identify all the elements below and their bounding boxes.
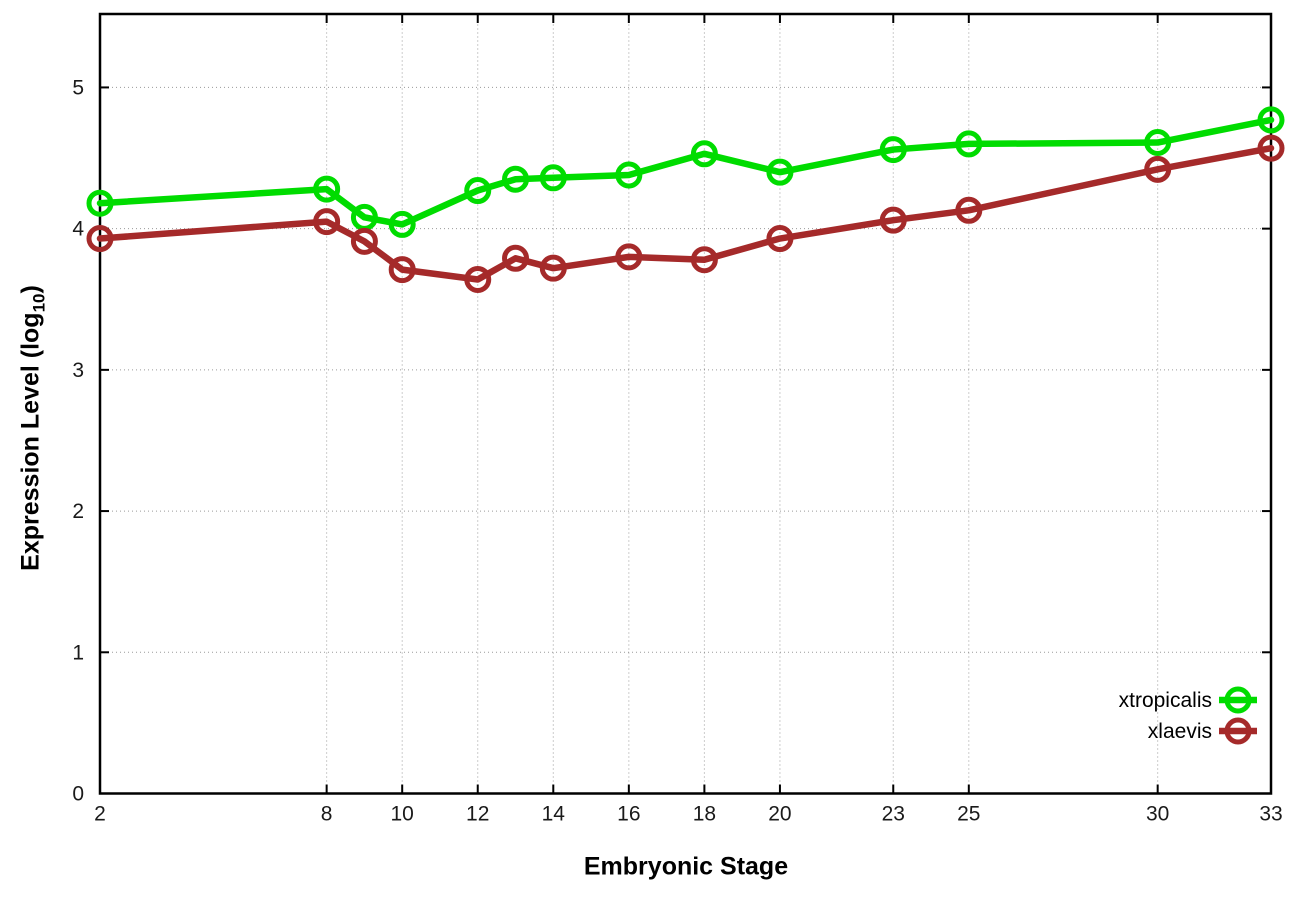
data-point-xlaevis bbox=[955, 196, 983, 224]
data-point-xtropicalis bbox=[879, 136, 907, 164]
data-point-xlaevis bbox=[1144, 155, 1172, 183]
x-tick-label: 30 bbox=[1146, 803, 1169, 826]
data-point-xtropicalis bbox=[539, 164, 567, 192]
data-point-xtropicalis bbox=[615, 161, 643, 189]
data-point-xlaevis bbox=[879, 206, 907, 234]
legend-marker-xtropicalis bbox=[1224, 686, 1252, 714]
y-tick-label: 5 bbox=[72, 76, 84, 99]
data-point-xtropicalis bbox=[502, 165, 530, 193]
y-tick-label: 3 bbox=[72, 359, 84, 382]
data-point-xlaevis bbox=[690, 246, 718, 274]
x-tick-label: 23 bbox=[882, 803, 905, 826]
data-point-xtropicalis bbox=[313, 175, 341, 203]
data-point-xtropicalis bbox=[1257, 106, 1285, 134]
y-tick-label: 1 bbox=[72, 641, 84, 664]
series-line-xtropicalis bbox=[96, 116, 1275, 228]
data-point-xtropicalis bbox=[388, 210, 416, 238]
legend-label-xtropicalis: xtropicalis bbox=[1119, 689, 1212, 712]
y-tick-label: 4 bbox=[72, 218, 84, 241]
data-point-xlaevis bbox=[388, 256, 416, 284]
x-tick-label: 8 bbox=[321, 803, 333, 826]
data-point-xlaevis bbox=[86, 225, 114, 253]
data-point-xlaevis bbox=[313, 208, 341, 236]
data-point-xlaevis bbox=[539, 254, 567, 282]
data-point-xtropicalis bbox=[766, 158, 794, 186]
data-point-xtropicalis bbox=[690, 140, 718, 168]
y-axis-title-close: ) bbox=[16, 285, 45, 294]
x-tick-label: 16 bbox=[617, 803, 640, 826]
legend-marker-xlaevis bbox=[1224, 717, 1252, 745]
x-tick-label: 20 bbox=[768, 803, 791, 826]
series-line-xlaevis bbox=[96, 144, 1275, 283]
data-point-xtropicalis bbox=[1144, 129, 1172, 157]
x-tick-label: 33 bbox=[1259, 803, 1282, 826]
data-point-xlaevis bbox=[350, 227, 378, 255]
legend-label-xlaevis: xlaevis bbox=[1148, 720, 1212, 743]
data-point-xlaevis bbox=[766, 225, 794, 253]
y-tick-label: 2 bbox=[72, 500, 84, 523]
x-tick-label: 12 bbox=[466, 803, 489, 826]
x-axis-title: Embryonic Stage bbox=[583, 852, 789, 881]
y-axis-title-subscript: 10 bbox=[29, 293, 49, 313]
y-axis-title: Expression Level (log10) bbox=[17, 285, 50, 571]
x-tick-label: 10 bbox=[391, 803, 414, 826]
plot-border bbox=[98, 12, 1273, 795]
data-point-xlaevis bbox=[464, 265, 492, 293]
y-axis-title-text: Expression Level (log bbox=[16, 312, 45, 571]
data-point-xtropicalis bbox=[955, 130, 983, 158]
y-tick-label: 0 bbox=[72, 783, 84, 806]
x-tick-label: 25 bbox=[957, 803, 980, 826]
data-point-xtropicalis bbox=[464, 177, 492, 205]
data-point-xlaevis bbox=[1257, 134, 1285, 162]
x-tick-label: 2 bbox=[94, 803, 106, 826]
data-point-xlaevis bbox=[615, 243, 643, 271]
data-point-xlaevis bbox=[502, 244, 530, 272]
x-tick-label: 18 bbox=[693, 803, 716, 826]
data-point-xtropicalis bbox=[86, 189, 114, 217]
x-tick-label: 14 bbox=[542, 803, 566, 826]
